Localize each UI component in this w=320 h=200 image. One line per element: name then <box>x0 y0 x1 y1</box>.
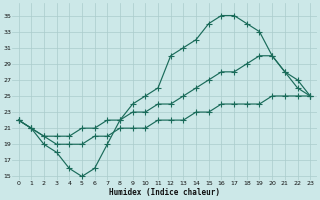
X-axis label: Humidex (Indice chaleur): Humidex (Indice chaleur) <box>109 188 220 197</box>
